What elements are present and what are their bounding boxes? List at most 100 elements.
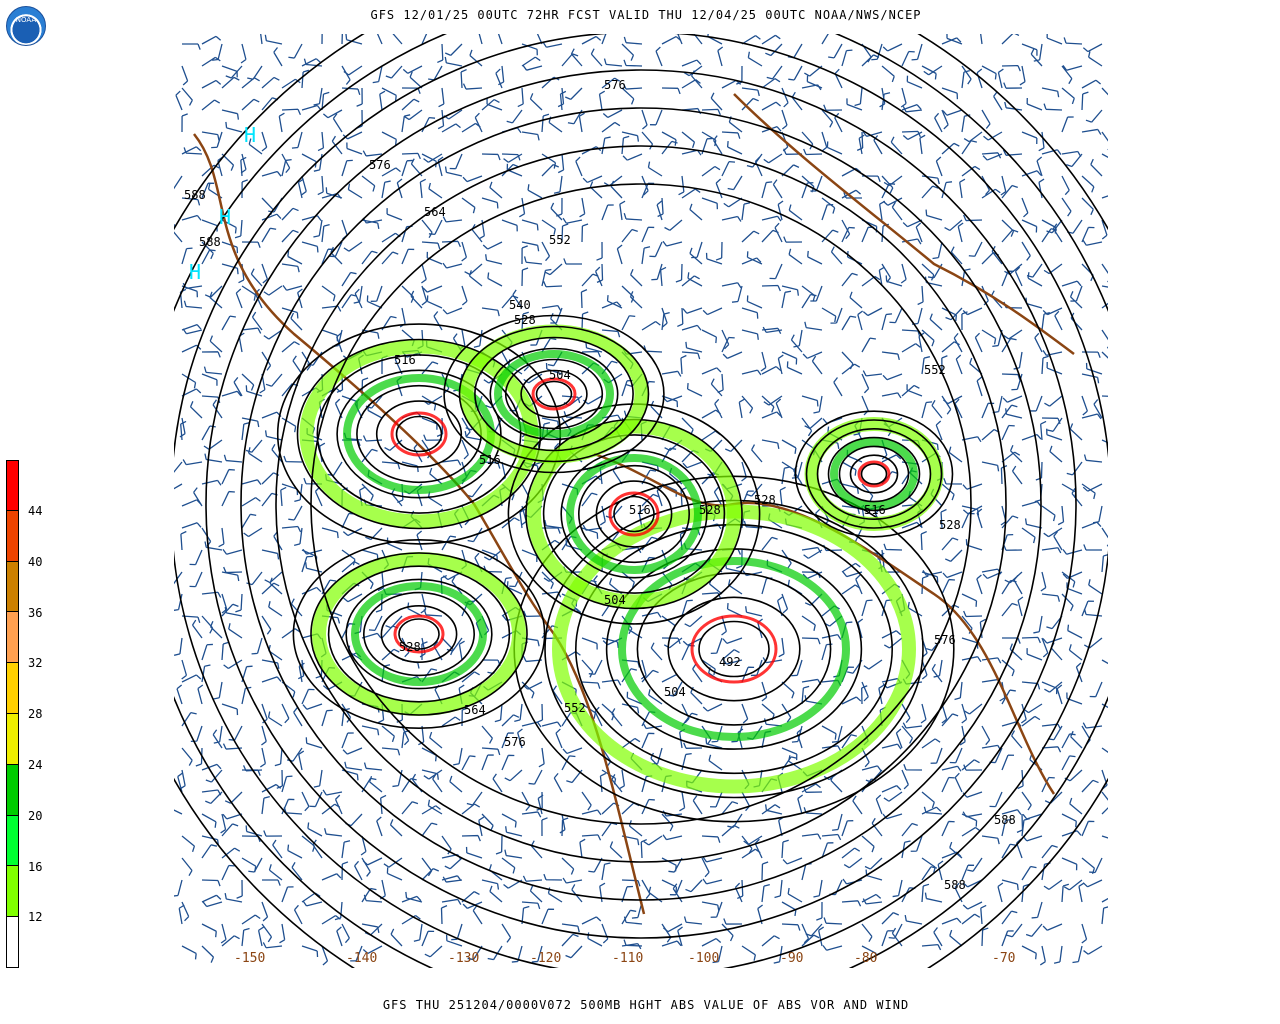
wind-barb bbox=[489, 181, 503, 199]
height-contour bbox=[443, 314, 665, 474]
height-label: 576 bbox=[604, 78, 626, 92]
wind-barb bbox=[871, 43, 883, 61]
wind-barb bbox=[677, 34, 683, 45]
wind-barb bbox=[641, 732, 655, 749]
wind-barb bbox=[861, 275, 881, 287]
wind-barb bbox=[621, 315, 636, 331]
wind-barb bbox=[547, 887, 563, 903]
wind-barb bbox=[379, 879, 386, 900]
wind-barb bbox=[1044, 395, 1063, 407]
wind-barb bbox=[248, 857, 263, 873]
wind-barb bbox=[1081, 779, 1099, 793]
wind-barb bbox=[746, 153, 763, 168]
wind-barb bbox=[370, 285, 383, 302]
wind-barb bbox=[362, 435, 383, 442]
wind-barb bbox=[841, 696, 862, 705]
wind-barb bbox=[821, 842, 834, 859]
wind-barb bbox=[1024, 518, 1043, 529]
weather-map: 5765765885885645525405285165045164925045… bbox=[174, 34, 1108, 968]
wind-barb bbox=[336, 926, 343, 947]
wind-barb bbox=[1041, 746, 1062, 753]
wind-barb bbox=[701, 165, 721, 177]
longitude-label: -80 bbox=[854, 951, 877, 966]
wind-barb bbox=[721, 649, 740, 661]
wind-barb bbox=[648, 689, 663, 705]
wind-barb bbox=[856, 131, 864, 151]
wind-barb bbox=[561, 223, 569, 243]
wind-barb bbox=[1067, 219, 1083, 234]
legend-label: 12 bbox=[28, 910, 43, 925]
wind-barb bbox=[1101, 195, 1108, 199]
wind-barb bbox=[426, 295, 443, 309]
wind-barb bbox=[271, 444, 283, 463]
wind-barb bbox=[1003, 544, 1023, 551]
wind-barb bbox=[852, 795, 863, 815]
wind-barb bbox=[761, 536, 778, 551]
wind-barb bbox=[201, 131, 220, 141]
wind-barb bbox=[931, 399, 943, 419]
wind-barb bbox=[1001, 579, 1017, 595]
wind-barb bbox=[623, 59, 643, 67]
height-label: 504 bbox=[549, 368, 571, 382]
wind-barb bbox=[332, 113, 343, 133]
height-contour bbox=[240, 107, 1042, 901]
wind-barb bbox=[961, 165, 981, 177]
wind-barb bbox=[997, 68, 1004, 89]
wind-barb bbox=[421, 263, 427, 284]
wind-barb bbox=[721, 615, 727, 636]
wind-barb bbox=[801, 783, 821, 793]
wind-barb bbox=[1078, 882, 1085, 903]
wind-barb bbox=[761, 681, 768, 702]
wind-barb bbox=[1063, 37, 1083, 45]
wind-barb bbox=[907, 601, 923, 617]
wind-barb bbox=[741, 257, 762, 265]
wind-barb bbox=[396, 178, 403, 199]
wind-barb bbox=[821, 197, 836, 214]
wind-barb bbox=[461, 439, 469, 460]
wind-barb bbox=[511, 945, 523, 963]
wind-barb bbox=[857, 310, 864, 331]
wind-barb bbox=[536, 34, 543, 45]
wind-barb bbox=[722, 637, 743, 644]
wind-barb bbox=[263, 329, 283, 340]
wind-barb bbox=[504, 769, 523, 782]
wind-barb bbox=[482, 241, 503, 250]
wind-barb bbox=[761, 229, 779, 243]
color-legend: 44 40 36 32 28 24 20 16 12 bbox=[6, 460, 42, 968]
wind-barb bbox=[261, 725, 267, 746]
wind-barb bbox=[930, 747, 943, 764]
wind-barb bbox=[1081, 923, 1088, 944]
height-contour bbox=[489, 347, 619, 441]
wind-barb bbox=[1038, 178, 1045, 199]
wind-barb bbox=[1061, 175, 1070, 196]
legend-swatch bbox=[6, 510, 19, 562]
wind-barb bbox=[1088, 579, 1103, 595]
wind-barb bbox=[690, 686, 703, 705]
wind-barb bbox=[710, 637, 723, 654]
wind-barb bbox=[541, 417, 560, 428]
vorticity-core bbox=[857, 460, 891, 488]
wind-barb bbox=[705, 252, 723, 265]
wind-barb bbox=[1001, 843, 1017, 859]
wind-barb bbox=[281, 886, 294, 903]
wind-barb bbox=[322, 789, 343, 796]
wind-barb bbox=[449, 153, 463, 170]
wind-barb bbox=[1085, 109, 1103, 123]
wind-barb bbox=[788, 755, 803, 771]
wind-barb bbox=[830, 246, 843, 265]
wind-barb bbox=[421, 34, 428, 45]
wind-barb bbox=[581, 916, 602, 925]
wind-barb bbox=[710, 378, 723, 397]
wind-barb bbox=[623, 916, 643, 925]
wind-barb bbox=[981, 65, 997, 80]
wind-barb bbox=[775, 398, 783, 419]
wind-barb bbox=[441, 898, 462, 905]
wind-barb bbox=[621, 571, 635, 589]
wind-barb bbox=[616, 244, 623, 265]
wind-barb bbox=[941, 776, 955, 793]
wind-barb bbox=[361, 250, 378, 265]
wind-barb bbox=[841, 315, 857, 331]
height-label: 576 bbox=[504, 735, 526, 749]
wind-barb bbox=[821, 109, 834, 128]
longitude-label: -110 bbox=[612, 951, 643, 966]
